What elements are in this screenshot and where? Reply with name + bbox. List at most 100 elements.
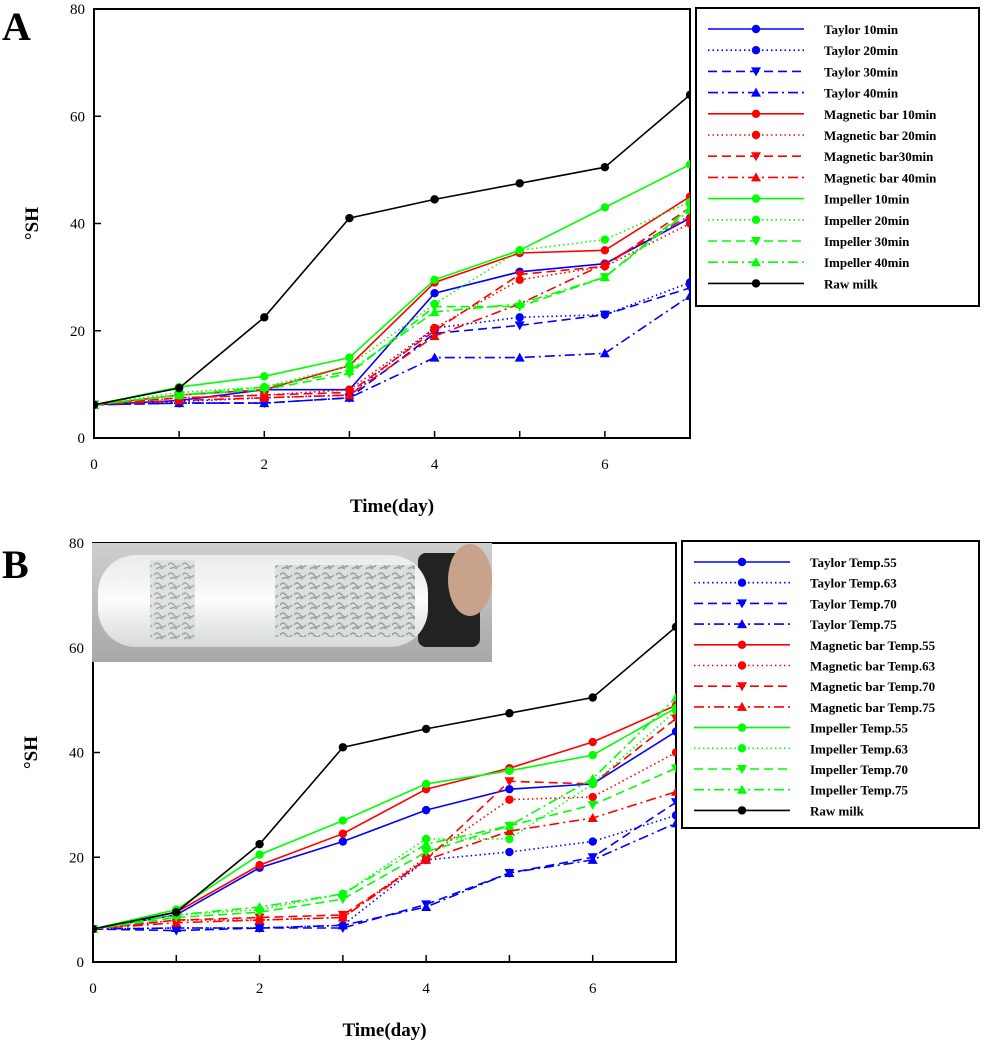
data-point-a-11-7	[685, 205, 690, 215]
data-point-b-12-3	[338, 743, 348, 752]
y-tick-label-b-20: 20	[69, 850, 84, 866]
y-tick-label-b-0: 0	[77, 955, 85, 971]
legend-label-a-3: Taylor 40min	[824, 86, 899, 101]
series-a-12	[94, 90, 690, 409]
legend-marker-b-7	[737, 701, 747, 711]
data-point-a-1-5	[515, 313, 524, 322]
data-point-b-8-3	[338, 816, 348, 825]
legend-marker-a-3	[751, 87, 761, 97]
legend-marker-b-5	[737, 661, 747, 670]
data-point-a-12-3	[345, 213, 354, 223]
data-point-a-8-4	[430, 275, 439, 285]
data-point-b-11-6	[587, 773, 598, 783]
legend-label-a-2: Taylor 30min	[824, 64, 899, 79]
series-line-a-6	[94, 206, 690, 406]
series-b-12	[93, 622, 676, 934]
data-point-b-10-4	[421, 848, 432, 858]
data-point-b-11-4	[421, 839, 432, 849]
data-point-b-3-6	[587, 854, 598, 864]
y-tick-label-a-80: 80	[70, 2, 85, 18]
data-point-b-9-4	[421, 834, 431, 844]
data-point-a-3-5	[514, 352, 525, 362]
series-b-7	[93, 786, 676, 934]
y-tick-label-a-40: 40	[70, 217, 85, 233]
data-point-a-6-5	[514, 270, 525, 280]
series-a-8	[94, 160, 690, 409]
plot-area-b	[93, 622, 676, 936]
legend-label-b-3: Taylor Temp.75	[810, 617, 897, 632]
legend-marker-b-3	[737, 619, 747, 629]
data-point-a-12-0	[94, 400, 99, 409]
series-b-3	[93, 818, 676, 934]
data-point-b-12-6	[588, 693, 597, 702]
data-point-a-12-2	[260, 313, 269, 322]
data-point-b-8-4	[421, 779, 431, 789]
panel-label-b: B	[2, 542, 29, 587]
data-point-a-12-7	[685, 90, 690, 99]
data-point-a-7-2	[259, 392, 270, 402]
data-point-b-0-5	[505, 784, 514, 794]
x-tick-label-b-0: 0	[89, 981, 97, 997]
data-point-a-12-1	[174, 383, 184, 393]
data-point-b-10-7	[671, 764, 676, 774]
legend-marker-a-7	[751, 172, 761, 182]
data-point-b-7-3	[337, 912, 348, 922]
x-tick-label-b-6: 6	[589, 981, 597, 997]
data-point-b-8-5	[505, 766, 514, 776]
legend-marker-b-0	[737, 557, 747, 567]
data-point-b-3-5	[504, 867, 515, 877]
series-a-6	[94, 203, 690, 410]
data-point-b-11-2	[254, 902, 265, 912]
data-point-a-12-4	[430, 195, 439, 204]
x-tick-label-a-4: 4	[431, 457, 439, 473]
data-point-a-3-7	[685, 290, 690, 300]
legend-marker-b-6	[737, 682, 747, 692]
legend-marker-b-8	[737, 723, 747, 732]
data-point-a-9-6	[600, 235, 610, 244]
series-a-11	[94, 205, 690, 409]
data-point-b-11-7	[671, 692, 676, 702]
legend-label-b-4: Magnetic bar Temp.55	[810, 638, 936, 653]
series-line-a-4	[94, 196, 690, 406]
data-point-b-9-5	[505, 834, 514, 844]
data-point-a-5-7	[685, 219, 690, 228]
data-point-b-2-7	[671, 798, 676, 808]
legend-marker-a-8	[751, 194, 761, 203]
legend-marker-b-2	[737, 599, 747, 609]
legend-label-a-10: Impeller 30min	[824, 234, 910, 249]
x-axis-title-b: Time(day)	[342, 1020, 426, 1041]
legend-label-b-9: Impeller Temp.63	[810, 741, 908, 756]
data-point-b-11-5	[504, 820, 515, 830]
data-point-b-12-4	[421, 724, 431, 734]
y-tick-label-b-60: 60	[69, 641, 84, 657]
inset-photo-milk-bottle	[92, 543, 492, 662]
data-point-a-3-2	[259, 398, 270, 408]
data-point-a-8-7	[685, 160, 690, 169]
data-point-b-6-5	[504, 777, 515, 787]
data-point-b-3-3	[337, 920, 348, 930]
series-line-b-11	[93, 696, 676, 930]
plot-area-a	[94, 90, 690, 410]
legend-marker-a-1	[751, 46, 761, 55]
panel-label-a: A	[2, 4, 31, 49]
data-point-b-3-1	[171, 922, 182, 932]
data-point-a-9-5	[515, 246, 524, 255]
data-point-a-8-3	[345, 353, 354, 362]
series-line-b-9	[93, 709, 676, 930]
legend-marker-b-11	[737, 784, 747, 794]
series-line-a-1	[94, 281, 690, 406]
y-tick-label-b-40: 40	[69, 746, 84, 762]
series-line-b-12	[93, 626, 676, 930]
panel-a: A 0 20 40 60 80 0 2 4 6 Time(day) °SH Taylor 10min Ta…	[2, 2, 980, 517]
legend-marker-b-9	[737, 744, 747, 753]
data-point-a-11-6	[599, 272, 610, 282]
data-point-a-0-4	[430, 289, 439, 298]
data-point-b-7-2	[254, 915, 265, 925]
data-point-a-12-5	[515, 179, 524, 188]
data-point-a-2-7	[685, 283, 690, 293]
data-point-a-11-3	[344, 365, 355, 375]
data-point-b-8-6	[588, 750, 597, 760]
legend-marker-b-10	[737, 765, 747, 774]
legend-label-a-9: Impeller 20min	[824, 213, 910, 228]
series-a-4	[94, 192, 690, 409]
